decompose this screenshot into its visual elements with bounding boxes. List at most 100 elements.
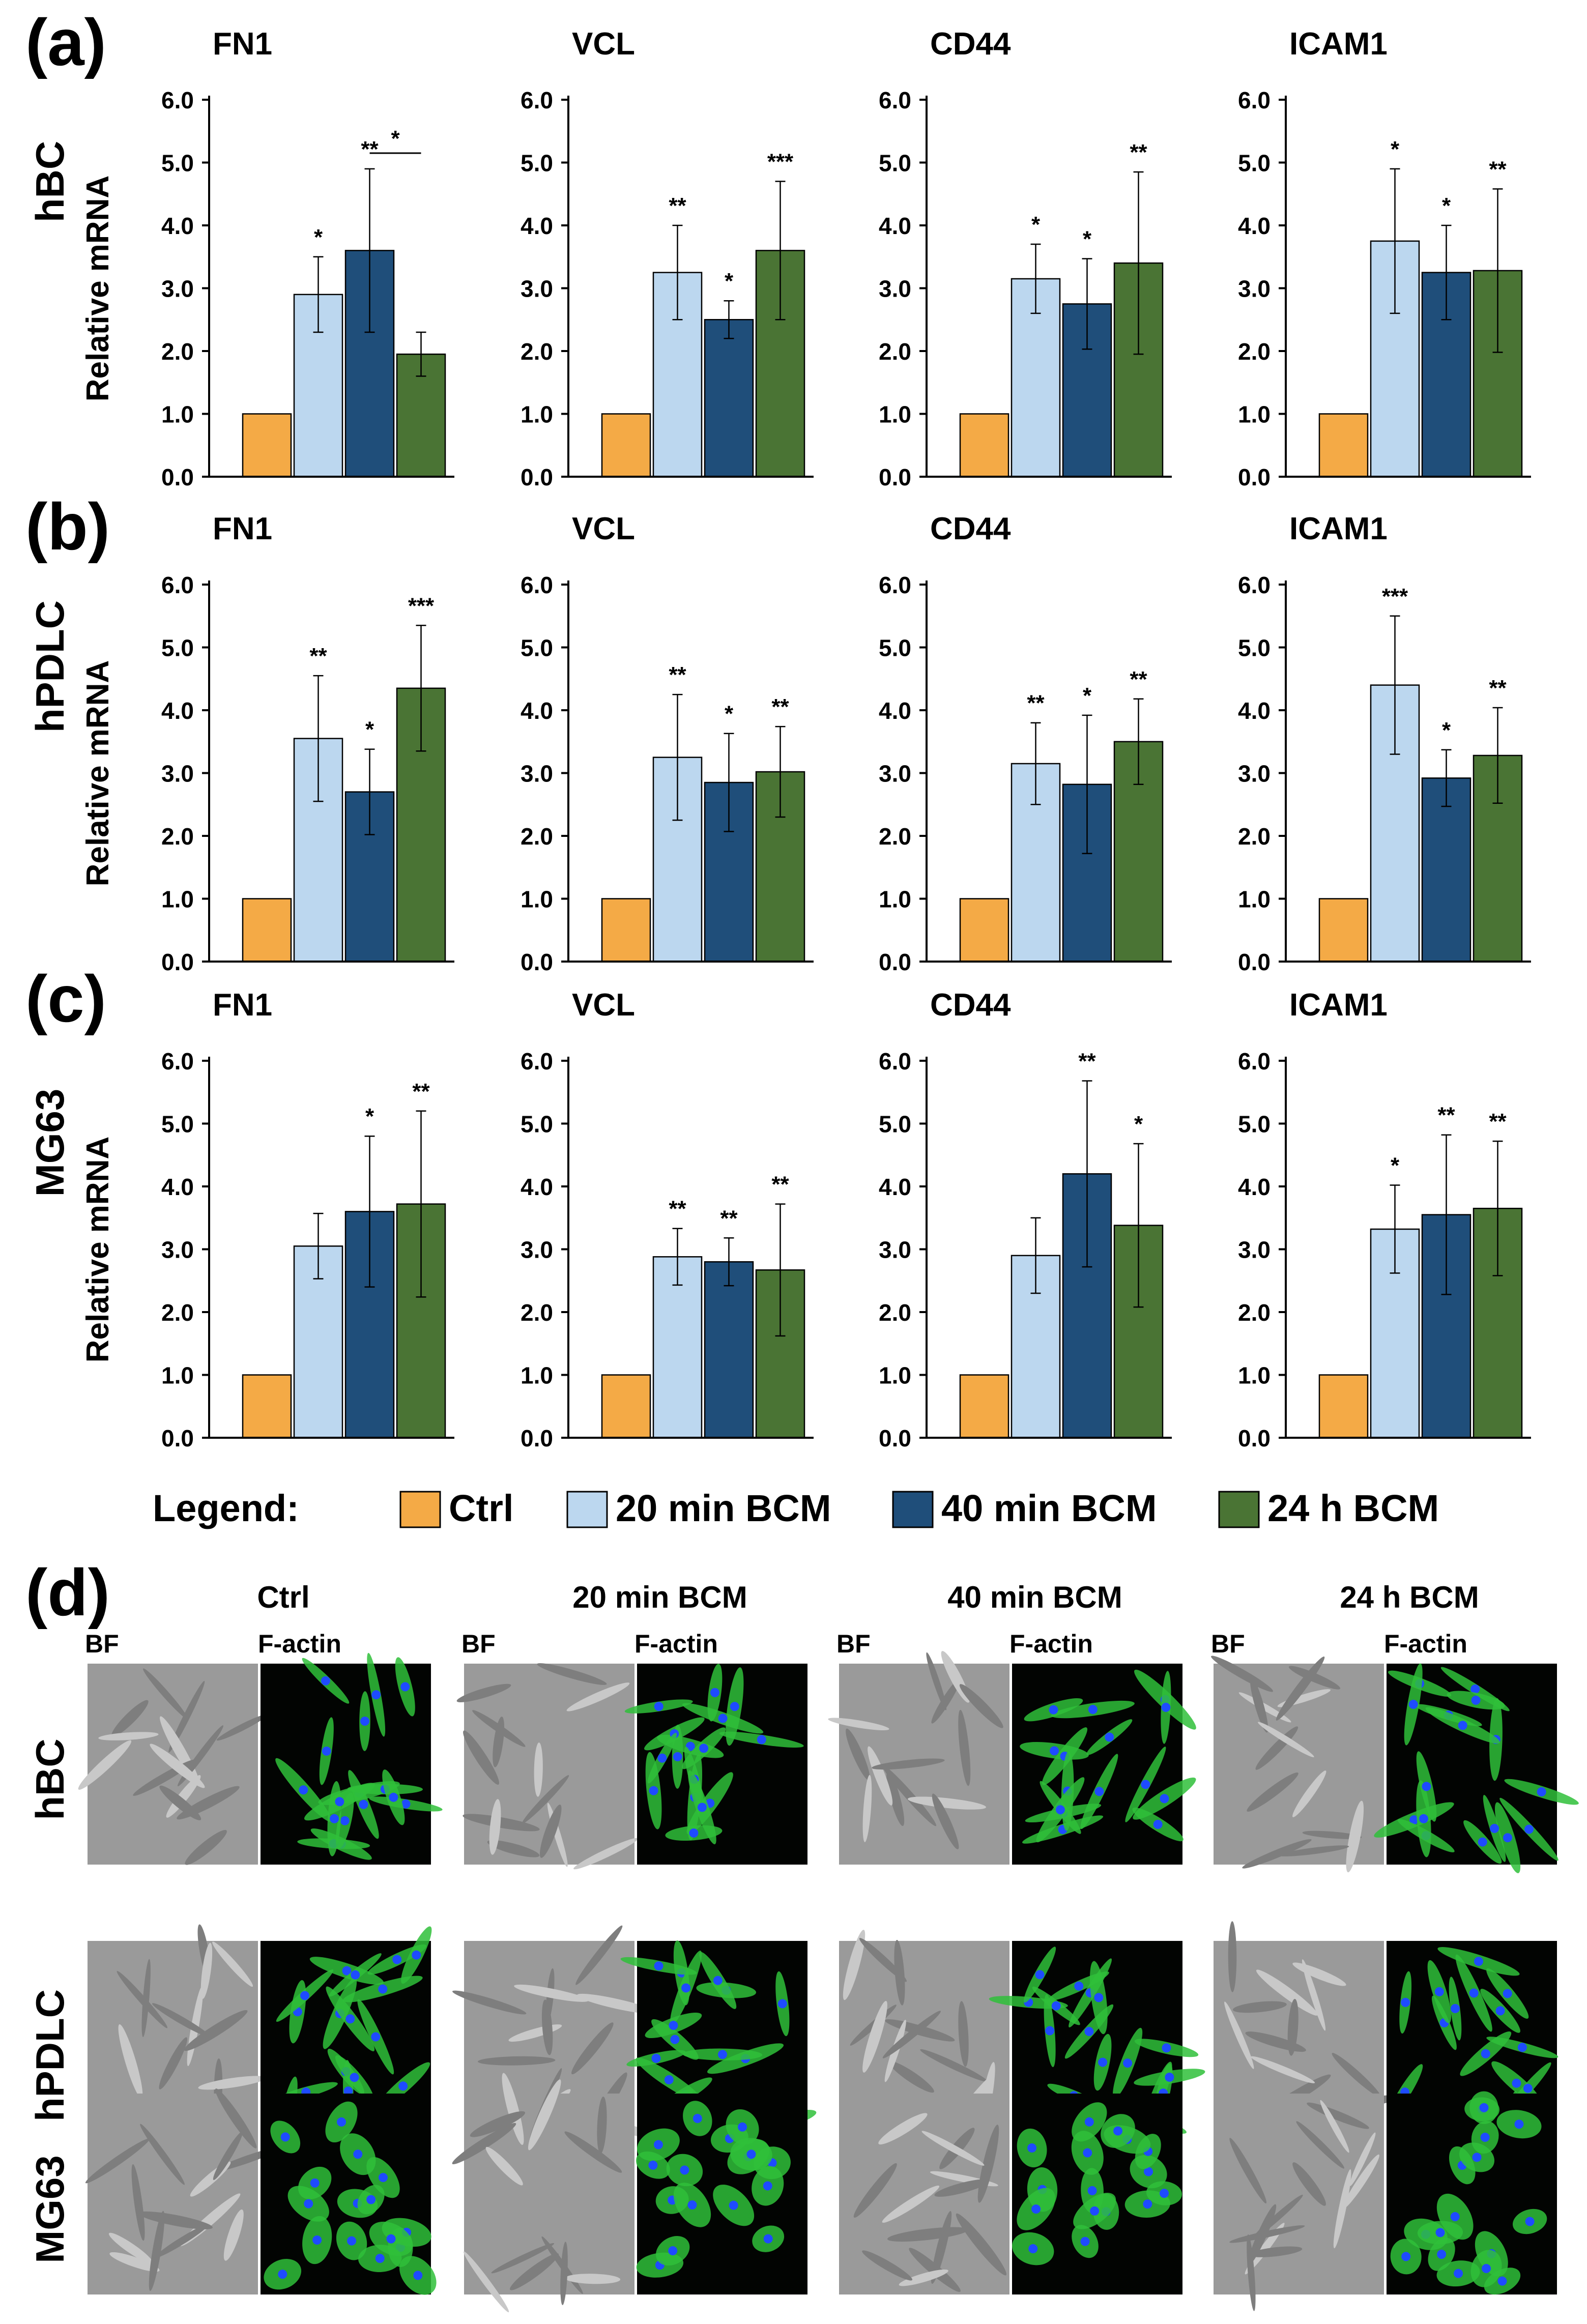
legend-item: Ctrl <box>449 1487 513 1529</box>
factin-image <box>1012 2094 1182 2294</box>
y-tick-label: 4.0 <box>1238 698 1271 724</box>
factin-image <box>624 1664 807 1865</box>
bar-ctrl <box>1318 898 1369 963</box>
y-tick-label: 6.0 <box>521 1048 553 1074</box>
y-tick-label: 5.0 <box>879 150 911 177</box>
channel-label-bf: BF <box>85 1630 119 1658</box>
significance-label: ** <box>361 137 379 162</box>
y-tick-label: 1.0 <box>879 401 911 428</box>
condition-label: 20 min BCM <box>572 1580 747 1614</box>
factin-image <box>261 1652 443 1865</box>
y-tick-label: 6.0 <box>879 87 911 113</box>
y-tick-label: 1.0 <box>879 886 911 913</box>
chart-title: CD44 <box>930 511 1011 546</box>
significance-label: * <box>725 702 734 727</box>
bar-ctrl <box>959 413 1009 478</box>
bar-ctrl <box>242 898 292 963</box>
bar-ctrl <box>242 413 292 478</box>
bar-ctrl <box>242 1374 292 1439</box>
bar-ctrl <box>1318 413 1369 478</box>
significance-label: ** <box>309 644 327 669</box>
row-label-mg63: MG63 <box>27 1089 72 1197</box>
significance-label: ** <box>1489 157 1507 182</box>
significance-label: *** <box>408 593 435 618</box>
channel-label-bf: BF <box>461 1630 496 1658</box>
chart-title: CD44 <box>930 26 1011 62</box>
factin-image <box>636 2094 807 2294</box>
y-tick-label: 5.0 <box>161 150 194 177</box>
chart-title: VCL <box>572 26 635 62</box>
legend-title: Legend: <box>153 1487 299 1529</box>
y-tick-label: 5.0 <box>521 635 553 661</box>
y-tick-label: 6.0 <box>879 572 911 598</box>
factin-image <box>261 2094 437 2295</box>
micro-row-label: hPDLC <box>27 1989 72 2122</box>
y-tick-label: 6.0 <box>521 572 553 598</box>
y-tick-label: 6.0 <box>161 1048 194 1074</box>
chart-title: VCL <box>572 511 635 546</box>
y-tick-label: 6.0 <box>879 1048 911 1074</box>
y-tick-label: 0.0 <box>879 464 911 490</box>
y-tick-label: 4.0 <box>161 213 194 239</box>
legend-swatch <box>892 1491 934 1528</box>
significance-label: * <box>365 1104 374 1129</box>
y-tick-label: 3.0 <box>521 761 553 787</box>
bar-40-min-bcm <box>704 319 754 478</box>
condition-label: Ctrl <box>257 1580 309 1614</box>
significance-label: * <box>1083 226 1092 251</box>
y-tick-label: 1.0 <box>521 401 553 428</box>
bf-image <box>828 1651 1009 1865</box>
bar-ctrl <box>601 1374 651 1439</box>
legend-item: 20 min BCM <box>616 1487 831 1529</box>
y-tick-label: 4.0 <box>161 698 194 724</box>
legend-item: 24 h BCM <box>1267 1487 1439 1529</box>
y-tick-label: 0.0 <box>161 464 194 490</box>
y-tick-label: 4.0 <box>161 1174 194 1200</box>
significance-label: ** <box>720 1206 738 1231</box>
significance-label: ** <box>771 694 789 719</box>
y-tick-label: 5.0 <box>879 635 911 661</box>
significance-label: * <box>1083 683 1092 708</box>
bar-ctrl <box>601 898 651 963</box>
y-tick-label: 5.0 <box>879 1111 911 1138</box>
micro-row-label: MG63 <box>27 2155 72 2263</box>
y-axis-label: Relative mRNA <box>80 176 116 401</box>
y-tick-label: 3.0 <box>879 1237 911 1263</box>
y-tick-label: 3.0 <box>1238 761 1271 787</box>
chart-title: FN1 <box>213 987 272 1023</box>
bar-ctrl <box>959 1374 1009 1439</box>
y-tick-label: 6.0 <box>161 572 194 598</box>
y-tick-label: 1.0 <box>1238 1362 1271 1389</box>
y-tick-label: 1.0 <box>1238 401 1271 428</box>
factin-image <box>1387 2091 1557 2295</box>
y-tick-label: 6.0 <box>521 87 553 113</box>
legend-swatch <box>399 1491 441 1528</box>
bf-image <box>78 1664 268 1865</box>
factin-image <box>1012 1664 1196 1865</box>
chart-title: FN1 <box>213 26 272 62</box>
y-tick-label: 0.0 <box>879 949 911 975</box>
y-tick-label: 6.0 <box>161 87 194 113</box>
y-tick-label: 1.0 <box>521 1362 553 1389</box>
significance-label: ** <box>1078 1049 1096 1074</box>
chart-mg63-vcl: VCL 0.0 1.0 2.0 3.0 4.0 5.0 6.0 ** ** ** <box>521 987 814 1451</box>
y-tick-label: 3.0 <box>161 761 194 787</box>
y-tick-label: 1.0 <box>879 1362 911 1389</box>
y-tick-label: 0.0 <box>1238 1425 1271 1451</box>
significance-label: ** <box>669 1197 686 1222</box>
row-label-hpdlc: hPDLC <box>27 600 72 733</box>
panel-letter: (d) <box>25 1555 110 1630</box>
y-tick-label: 3.0 <box>879 276 911 302</box>
significance-label: * <box>1442 193 1451 218</box>
legend-swatch <box>1218 1491 1260 1528</box>
y-tick-label: 0.0 <box>161 949 194 975</box>
y-tick-label: 4.0 <box>879 213 911 239</box>
significance-label: ** <box>1130 140 1147 165</box>
y-tick-label: 4.0 <box>1238 1174 1271 1200</box>
